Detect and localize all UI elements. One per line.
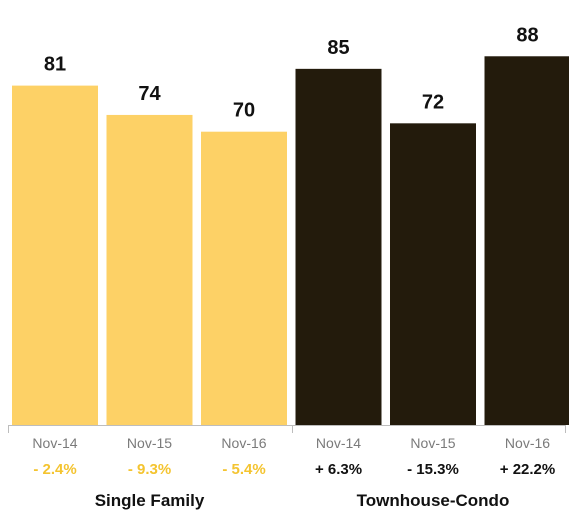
group-label: Townhouse-Condo [357,491,510,510]
x-axis [8,425,566,433]
bar [201,131,287,425]
bar-value-label: 72 [422,91,444,113]
bar [390,123,476,425]
bar-value-label: 81 [44,54,66,76]
bar [12,85,98,426]
bar-value-label: 74 [138,83,161,105]
x-tick-label: Nov-15 [410,435,455,451]
bar [106,114,193,425]
bar-value-label: 70 [233,100,255,122]
bar-value-label: 88 [516,24,538,46]
change-percent-label: + 6.3% [315,461,362,478]
labels-layer: 81 Nov-14 - 2.4% 74 Nov-15 - 9.3% 70 Nov-16 - 5.… [32,24,555,510]
x-tick-label: Nov-16 [505,435,550,451]
x-tick-label: Nov-15 [127,435,172,451]
bar [484,56,569,425]
change-percent-label: + 22.2% [500,461,555,478]
x-tick-label: Nov-16 [221,435,266,451]
change-percent-label: - 5.4% [222,461,265,478]
x-tick-label: Nov-14 [316,435,361,451]
change-percent-label: - 2.4% [33,461,76,478]
bars-layer [12,56,569,426]
group-label: Single Family [95,491,205,510]
change-percent-label: - 15.3% [407,461,459,478]
bar-value-label: 85 [327,37,349,59]
change-percent-label: - 9.3% [128,461,171,478]
x-tick-label: Nov-14 [32,435,77,451]
bar [295,68,382,425]
